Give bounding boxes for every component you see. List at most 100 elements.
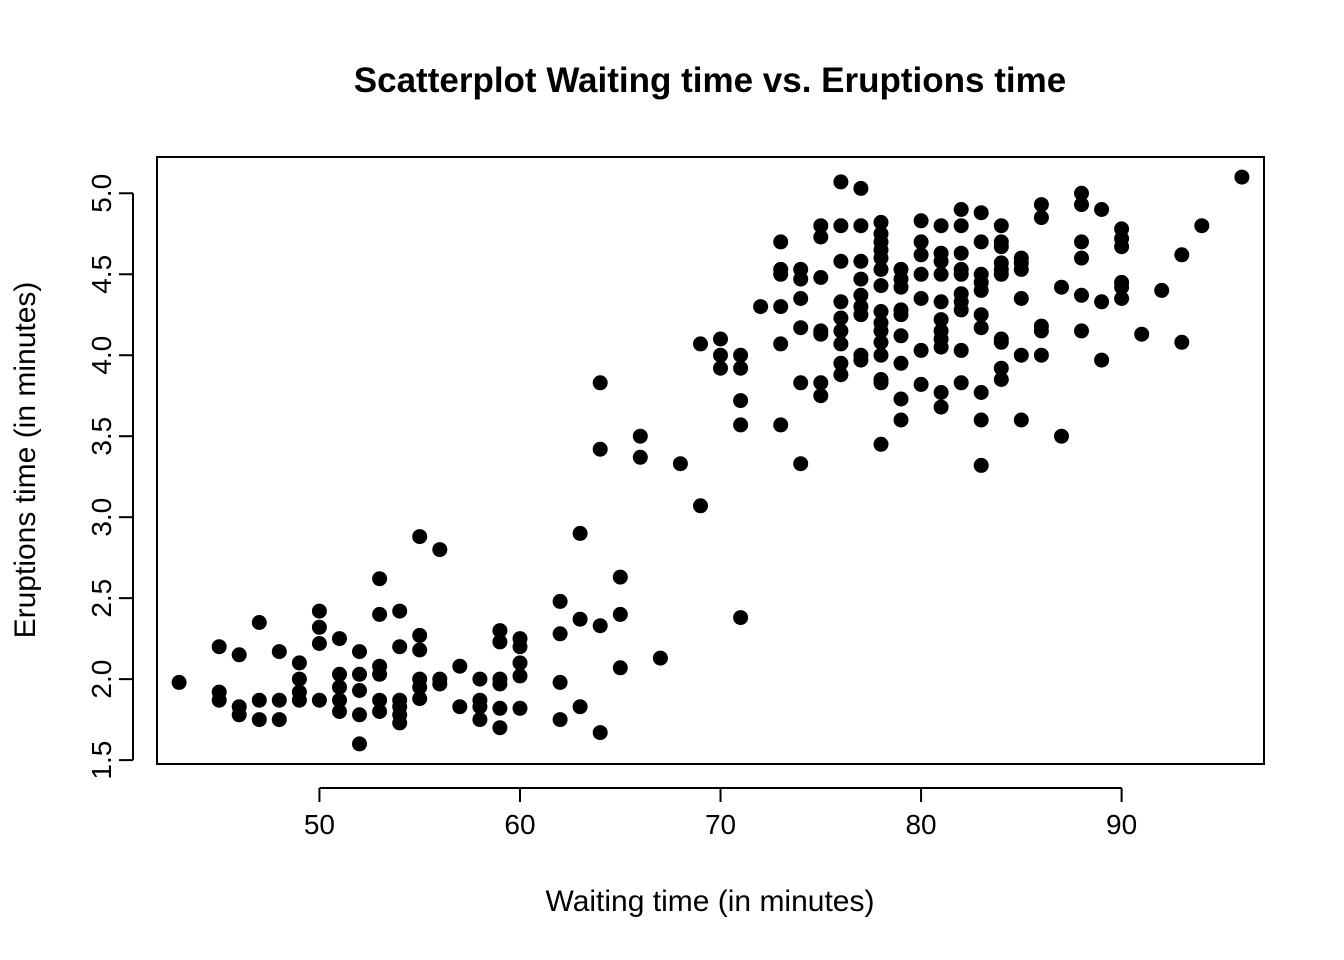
data-point: [913, 342, 929, 358]
data-point: [552, 674, 568, 690]
data-point: [753, 299, 769, 315]
y-axis: 1.5 2.0 2.5 3.0 3.5 4.0 4.5 5.0: [86, 174, 134, 780]
data-point: [1074, 185, 1089, 201]
data-point: [1114, 279, 1130, 295]
data-point: [271, 692, 287, 708]
data-point: [512, 655, 528, 671]
data-point: [973, 320, 989, 336]
data-point: [332, 666, 347, 682]
data-point: [352, 644, 367, 660]
data-point: [452, 699, 468, 715]
y-tick-label: 3.0: [86, 498, 117, 537]
data-point: [1013, 291, 1029, 306]
data-point: [953, 202, 969, 217]
data-point: [1094, 352, 1110, 368]
data-point: [953, 245, 969, 261]
data-point: [973, 282, 989, 298]
data-point: [873, 250, 889, 266]
data-point: [913, 266, 929, 282]
data-point: [311, 636, 327, 651]
data-point: [612, 606, 628, 622]
data-point: [813, 388, 829, 404]
data-point: [893, 412, 909, 428]
data-point: [251, 615, 267, 630]
data-point: [452, 658, 468, 674]
data-point: [512, 700, 528, 716]
data-point: [592, 441, 608, 457]
data-point: [853, 218, 869, 234]
y-tick-label: 4.0: [86, 336, 117, 375]
data-point: [632, 428, 648, 444]
data-point: [773, 417, 789, 433]
data-point: [392, 639, 408, 655]
x-tick-label: 70: [705, 809, 736, 840]
data-point: [913, 247, 929, 263]
data-point: [933, 253, 949, 269]
data-point: [432, 676, 448, 692]
data-point: [492, 676, 508, 692]
data-point: [1154, 282, 1170, 298]
data-point: [713, 360, 728, 376]
data-point: [1074, 250, 1089, 266]
data-point: [793, 291, 809, 306]
data-point: [933, 399, 949, 415]
data-point: [933, 266, 949, 282]
data-point: [412, 642, 428, 658]
data-point: [572, 611, 588, 627]
data-point: [873, 323, 889, 339]
data-point: [933, 385, 949, 400]
data-point: [572, 525, 588, 541]
data-points: [171, 169, 1250, 752]
data-point: [352, 707, 367, 723]
data-point: [412, 691, 428, 707]
data-point: [733, 360, 749, 376]
data-point: [833, 294, 849, 310]
data-point: [953, 266, 969, 282]
data-point: [1033, 347, 1049, 363]
data-point: [693, 336, 708, 352]
data-point: [993, 360, 1009, 376]
data-point: [733, 417, 749, 433]
data-point: [1074, 323, 1089, 339]
data-point: [291, 671, 307, 687]
data-point: [592, 618, 608, 634]
data-point: [873, 436, 889, 452]
data-point: [271, 712, 287, 728]
data-point: [833, 310, 849, 326]
data-point: [652, 650, 668, 666]
data-point: [733, 347, 749, 363]
x-axis-label: Waiting time (in minutes): [546, 885, 875, 918]
data-point: [733, 393, 749, 409]
y-tick-label: 1.5: [86, 741, 117, 780]
data-point: [412, 627, 428, 643]
y-tick-label: 2.5: [86, 579, 117, 618]
data-point: [372, 666, 388, 682]
data-point: [311, 603, 327, 619]
data-point: [713, 331, 728, 347]
data-point: [171, 674, 187, 690]
data-point: [973, 205, 989, 221]
data-point: [813, 375, 829, 391]
data-point: [1033, 323, 1049, 339]
data-point: [1033, 210, 1049, 226]
data-point: [893, 355, 909, 371]
data-point: [392, 603, 408, 619]
data-point: [973, 457, 989, 473]
data-point: [492, 623, 508, 639]
data-point: [1074, 287, 1089, 303]
data-point: [472, 712, 488, 728]
data-point: [372, 704, 388, 719]
data-point: [612, 569, 628, 585]
data-point: [472, 671, 488, 687]
data-point: [231, 647, 247, 663]
data-point: [833, 355, 849, 371]
data-point: [813, 270, 829, 285]
data-point: [893, 328, 909, 344]
data-point: [853, 352, 869, 368]
data-point: [332, 679, 347, 695]
y-axis-label: Eruptions time (in minutes): [9, 282, 42, 639]
data-point: [833, 253, 849, 269]
data-point: [352, 736, 367, 752]
data-point: [833, 323, 849, 339]
